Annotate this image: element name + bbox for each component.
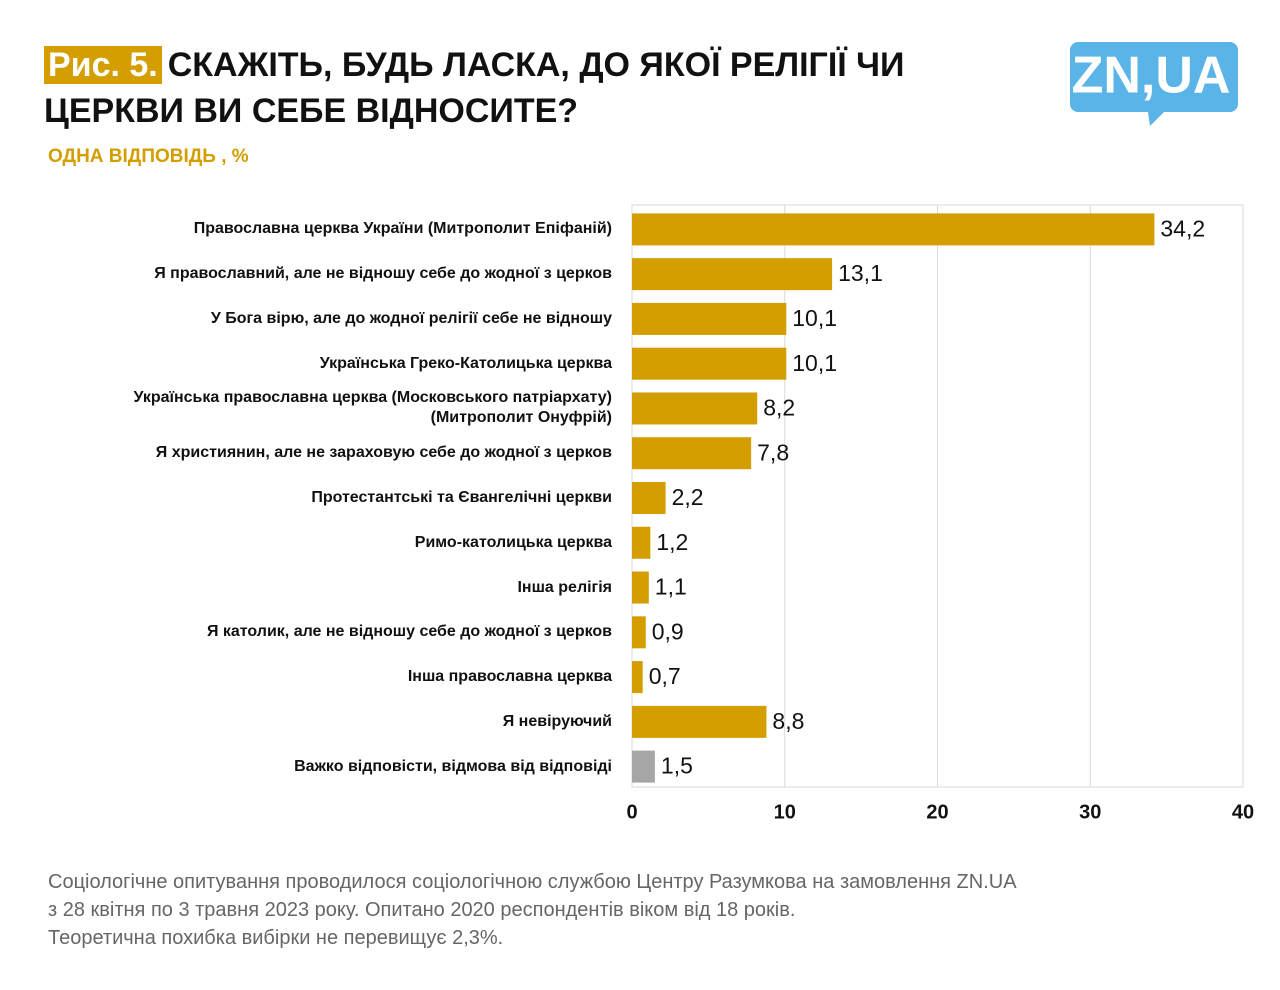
- value-label: 7,8: [757, 439, 789, 465]
- footer-line: Теоретична похибка вибірки не перевищує …: [48, 927, 504, 949]
- bar: [632, 526, 651, 559]
- category-label: Українська Греко-Католицька церква: [319, 354, 612, 372]
- bar: [632, 347, 787, 380]
- category-label: Інша релігія: [517, 578, 612, 596]
- category-label: Українська православна церква (Московськ…: [133, 389, 612, 427]
- logo-text: ZN,UA: [1072, 47, 1231, 105]
- x-tick-label: 40: [1232, 801, 1254, 823]
- footer-line: з 28 квітня по 3 травня 2023 року. Опита…: [48, 899, 796, 921]
- value-label: 34,2: [1160, 215, 1205, 241]
- bar: [632, 302, 787, 335]
- category-label: Протестантські та Євангелічні церкви: [311, 489, 612, 506]
- value-label: 10,1: [792, 305, 837, 331]
- logo: ZN,UA: [1070, 42, 1238, 126]
- category-label: Я християнин, але не зараховую себе до ж…: [155, 444, 612, 462]
- category-label: Важко відповісти, відмова від відповіді: [294, 757, 612, 775]
- value-label: 0,9: [652, 618, 684, 644]
- category-label: Я православний, але не відношу себе до ж…: [154, 265, 612, 283]
- category-label: Я католик, але не відношу себе до жодної…: [206, 623, 612, 641]
- category-label: Православна церква України (Митрополит Е…: [193, 220, 612, 238]
- x-tick-label: 0: [626, 801, 637, 823]
- bar: [632, 616, 646, 649]
- value-label: 1,1: [655, 574, 687, 600]
- value-label: 1,2: [656, 529, 688, 555]
- figure-label: Рис. 5.: [44, 46, 162, 84]
- value-label: 13,1: [838, 260, 883, 286]
- category-label: Інша православна церква: [407, 668, 612, 686]
- bar: [632, 258, 833, 291]
- category-label: Римо-католицька церква: [414, 533, 612, 551]
- footer: Соціологічне опитування проводилося соці…: [48, 868, 1017, 952]
- x-tick-label: 10: [774, 801, 796, 823]
- bar: [632, 705, 767, 738]
- bar: [632, 392, 758, 425]
- category-label: Я невіруючий: [502, 712, 612, 730]
- category-label: У Бога вірю, але до жодної релігії себе …: [210, 309, 612, 327]
- x-tick-label: 30: [1079, 801, 1101, 823]
- bar: [632, 750, 655, 783]
- value-label: 10,1: [792, 350, 837, 376]
- logo-badge: [1070, 42, 1238, 126]
- bar: [632, 482, 666, 514]
- bar: [632, 661, 643, 694]
- bar: [632, 437, 752, 470]
- footer-line: Соціологічне опитування проводилося соці…: [48, 871, 1017, 893]
- value-label: 0,7: [649, 663, 681, 689]
- value-label: 8,8: [772, 708, 804, 734]
- bar: [632, 213, 1155, 246]
- x-tick-label: 20: [926, 801, 948, 823]
- title: Рис. 5. СКАЖІТЬ, БУДЬ ЛАСКА, ДО ЯКОЇ РЕЛІ…: [44, 42, 974, 134]
- value-label: 8,2: [763, 395, 795, 421]
- value-label: 1,5: [661, 753, 693, 779]
- value-label: 2,2: [672, 484, 704, 510]
- chart-title: СКАЖІТЬ, БУДЬ ЛАСКА, ДО ЯКОЇ РЕЛІГІЇ ЧИ …: [44, 46, 905, 130]
- subtitle: ОДНА ВІДПОВІДЬ , %: [48, 146, 249, 167]
- bar: [632, 571, 649, 604]
